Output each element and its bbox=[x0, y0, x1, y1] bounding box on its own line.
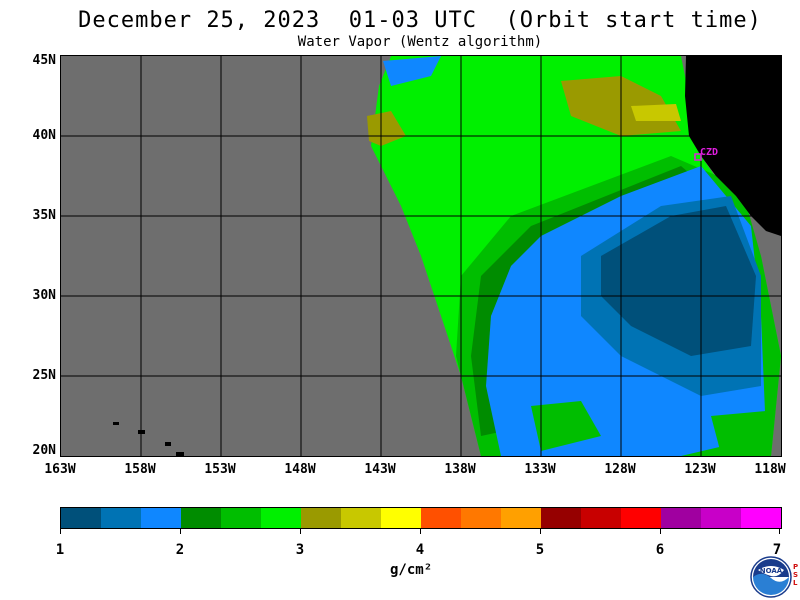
island-hawaii bbox=[176, 452, 184, 456]
lon-label-143w: 143W bbox=[364, 462, 396, 477]
colorbar-label-6: 6 bbox=[655, 542, 665, 558]
colorbar-tick bbox=[540, 528, 541, 534]
swath-green-patch-south bbox=[531, 401, 601, 451]
colorbar-swatch bbox=[461, 508, 501, 528]
colorbar-label-7: 7 bbox=[772, 542, 782, 558]
swath-blue-edge-north bbox=[383, 56, 441, 86]
psl-logo-text: PSL bbox=[793, 563, 799, 587]
colorbar-units: g/cm² bbox=[390, 562, 433, 578]
lon-label-158w: 158W bbox=[124, 462, 156, 477]
lon-label-153w: 153W bbox=[204, 462, 236, 477]
colorbar-label-2: 2 bbox=[175, 542, 185, 558]
colorbar-tick bbox=[779, 528, 780, 534]
colorbar-tick bbox=[60, 528, 61, 534]
colorbar-swatch bbox=[541, 508, 581, 528]
colorbar bbox=[60, 507, 782, 529]
map-subtitle: Water Vapor (Wentz algorithm) bbox=[297, 34, 543, 50]
lat-label-45n: 45N bbox=[32, 53, 56, 68]
lon-label-128w: 128W bbox=[604, 462, 636, 477]
lon-label-163w: 163W bbox=[44, 462, 76, 477]
colorbar-tick bbox=[180, 528, 181, 534]
lon-label-138w: 138W bbox=[444, 462, 476, 477]
colorbar-swatch bbox=[221, 508, 261, 528]
colorbar-swatch bbox=[421, 508, 461, 528]
lat-label-20n: 20N bbox=[32, 443, 56, 458]
colorbar-swatch bbox=[261, 508, 301, 528]
graticule-grid bbox=[61, 56, 781, 456]
station-marker bbox=[694, 153, 702, 161]
noaa-logo: NOAA bbox=[750, 556, 792, 598]
colorbar-swatch bbox=[741, 508, 781, 528]
map-title: December 25, 2023 01-03 UTC (Orbit start… bbox=[78, 8, 762, 33]
station-label-czd: CZD bbox=[700, 147, 719, 158]
colorbar-label-4: 4 bbox=[415, 542, 425, 558]
colorbar-label-1: 1 bbox=[55, 542, 65, 558]
colorbar-swatch bbox=[181, 508, 221, 528]
lon-label-148w: 148W bbox=[284, 462, 316, 477]
swath-yellow-patch-north bbox=[631, 104, 681, 121]
lon-label-118w: 118W bbox=[754, 462, 786, 477]
land-north-america bbox=[685, 56, 781, 236]
lon-label-123w: 123W bbox=[684, 462, 716, 477]
colorbar-label-5: 5 bbox=[535, 542, 545, 558]
colorbar-swatch bbox=[621, 508, 661, 528]
swath-green-patch-southeast bbox=[711, 411, 771, 454]
lon-label-133w: 133W bbox=[524, 462, 556, 477]
lat-label-30n: 30N bbox=[32, 288, 56, 303]
lat-label-35n: 35N bbox=[32, 208, 56, 223]
map-image bbox=[61, 56, 781, 456]
lat-label-40n: 40N bbox=[32, 128, 56, 143]
colorbar-tick bbox=[420, 528, 421, 534]
colorbar-label-3: 3 bbox=[295, 542, 305, 558]
colorbar-tick bbox=[660, 528, 661, 534]
colorbar-swatch bbox=[101, 508, 141, 528]
island-kauai bbox=[113, 422, 119, 425]
swath-olive-patch-west bbox=[367, 111, 406, 146]
colorbar-tick bbox=[300, 528, 301, 534]
colorbar-swatch bbox=[341, 508, 381, 528]
colorbar-swatch bbox=[501, 508, 541, 528]
swath-dark-blue-core bbox=[601, 206, 756, 356]
island-maui bbox=[165, 442, 171, 446]
water-vapor-map bbox=[60, 55, 782, 457]
noaa-logo-text: NOAA bbox=[760, 567, 783, 575]
lat-label-25n: 25N bbox=[32, 368, 56, 383]
colorbar-swatch bbox=[141, 508, 181, 528]
colorbar-swatch bbox=[701, 508, 741, 528]
colorbar-swatch bbox=[61, 508, 101, 528]
colorbar-swatch bbox=[581, 508, 621, 528]
colorbar-swatch bbox=[301, 508, 341, 528]
colorbar-swatch bbox=[661, 508, 701, 528]
colorbar-swatch bbox=[381, 508, 421, 528]
